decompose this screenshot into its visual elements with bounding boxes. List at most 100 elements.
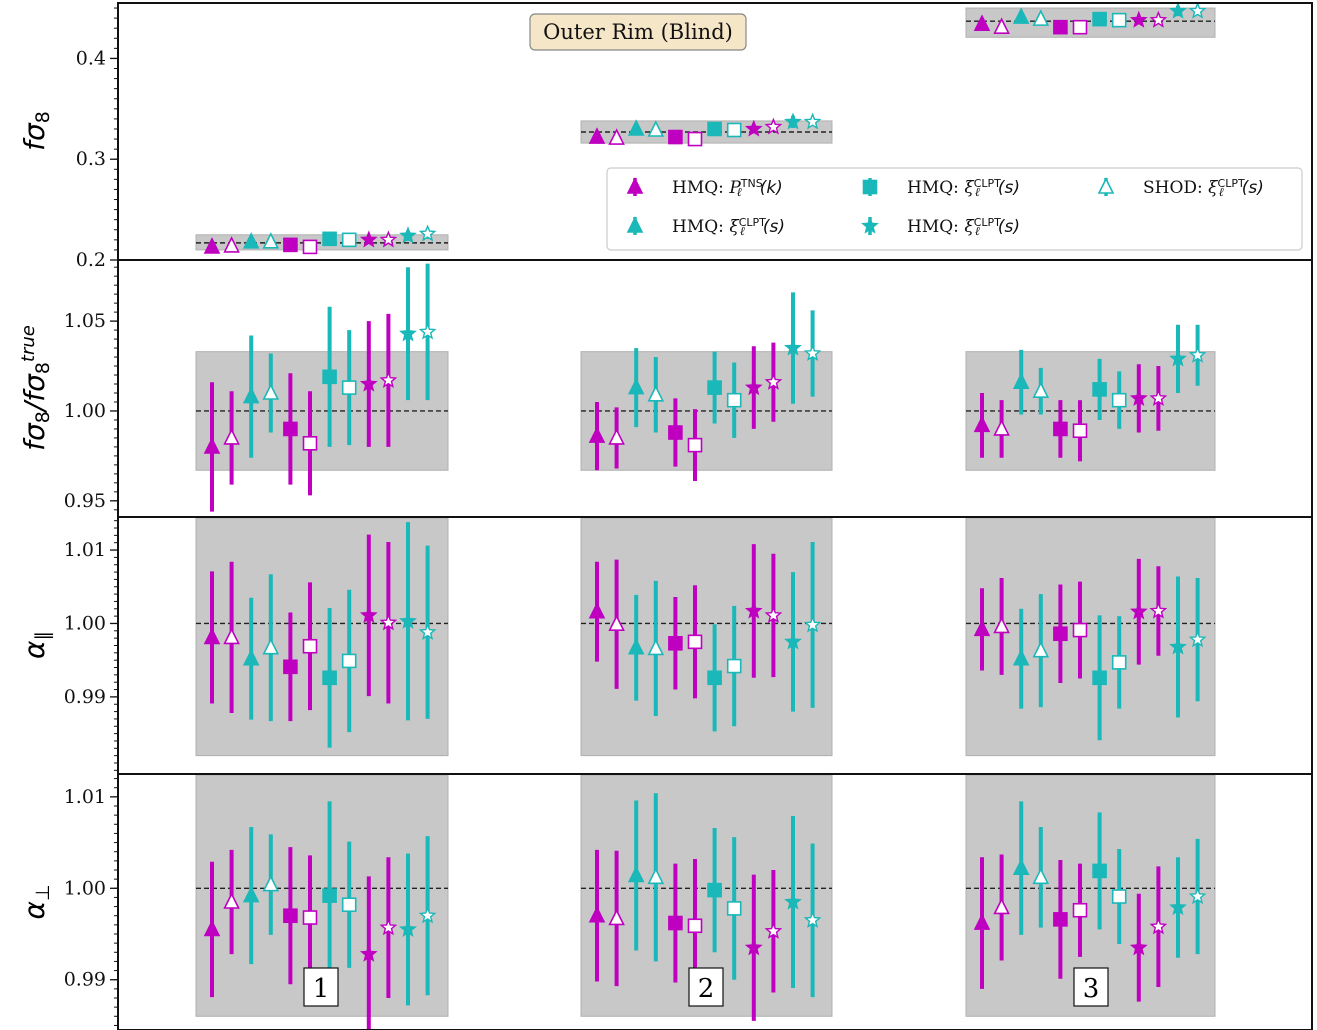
legend-frame <box>606 167 1303 251</box>
data-point <box>726 122 742 138</box>
data-point <box>242 648 260 666</box>
data-point <box>687 918 703 934</box>
data-point <box>803 112 822 130</box>
data-point <box>302 436 318 451</box>
bin-label-box <box>303 967 339 1007</box>
data-point <box>1072 902 1088 918</box>
data-point <box>1032 9 1050 26</box>
panel-3: 0.99 1.00 1.01 <box>64 516 1313 775</box>
legend-marker <box>861 216 879 234</box>
data-point <box>399 226 417 244</box>
legend-label-part: ξ <box>964 178 975 198</box>
data-point <box>262 383 280 400</box>
legend-label-part: ℓ <box>1219 185 1224 199</box>
y-axis-label-part: true <box>18 325 39 362</box>
data-point <box>784 112 802 130</box>
data-point <box>627 377 645 395</box>
legend-label-part: CLPT <box>974 177 1001 190</box>
data-point <box>223 627 240 645</box>
legend-marker <box>1097 177 1115 194</box>
data-point <box>1072 19 1088 35</box>
data-point <box>1092 382 1107 397</box>
bin-label-box <box>1073 967 1109 1007</box>
data-point <box>1032 381 1050 398</box>
data-point <box>784 632 802 650</box>
data-point <box>341 232 357 248</box>
legend-label-part: HMQ: <box>672 217 729 237</box>
data-point <box>322 231 337 247</box>
data-point <box>242 386 260 404</box>
data-point <box>379 370 398 389</box>
data-point <box>608 614 625 632</box>
data-point <box>627 865 645 883</box>
tick-label: 0.3 <box>76 148 106 170</box>
data-point <box>973 14 991 31</box>
y-axis-label-part: 8 <box>32 362 54 374</box>
data-point <box>302 638 318 654</box>
data-point <box>668 915 683 931</box>
legend-label-part: ξ <box>729 217 740 237</box>
data-point <box>1032 867 1050 885</box>
data-point <box>203 627 221 645</box>
y-axis-label-part: /fσ <box>18 373 51 414</box>
y-axis-label-part: ⊥ <box>32 884 54 901</box>
bin-label: 1 <box>313 974 330 1004</box>
y-axis-label-part: α <box>18 640 51 659</box>
data-point <box>1032 640 1050 658</box>
data-point <box>418 906 437 924</box>
y-axis-label: α⊥ <box>18 884 54 919</box>
data-point <box>1072 622 1088 638</box>
data-point <box>726 392 742 408</box>
data-point <box>379 613 398 631</box>
data-point <box>341 897 357 913</box>
y-axis: 0.95 1.00 1.05 <box>64 266 118 512</box>
data-point <box>1188 887 1207 905</box>
data-point <box>1129 938 1148 956</box>
data-point <box>1072 423 1088 439</box>
data-point <box>262 637 280 655</box>
data-point <box>687 131 703 147</box>
data-point <box>1129 388 1148 407</box>
data-point <box>744 601 763 619</box>
data-point <box>647 638 665 656</box>
data-point <box>784 892 802 910</box>
data-point <box>359 230 378 248</box>
bin-label: 3 <box>1083 974 1100 1004</box>
legend-label-part: CLPT <box>739 216 766 229</box>
tick-label: 1.01 <box>64 786 106 808</box>
data-point <box>973 619 991 637</box>
legend-label: HMQ: ξCLPT ℓ (s) <box>672 216 785 238</box>
data-point <box>588 905 606 923</box>
data-point <box>803 344 822 362</box>
data-point <box>707 882 722 898</box>
data-point <box>1053 626 1068 642</box>
data-point <box>203 437 221 454</box>
data-point <box>283 421 298 437</box>
data-point <box>1188 345 1207 363</box>
y-axis-label-part: fσ <box>18 422 51 451</box>
bin-label: 2 <box>698 974 715 1004</box>
data-point <box>1111 655 1127 670</box>
legend: HMQ: PTNS ℓ (k) HMQ: ξCLPT ℓ (s) SHOD: ξCLPT ℓ(… <box>606 167 1303 251</box>
data-point <box>744 938 763 956</box>
tick-label: 1.00 <box>64 400 106 422</box>
data-point <box>627 119 645 136</box>
legend-label-part: HMQ: <box>672 178 729 198</box>
tick-label: 0.2 <box>76 249 106 271</box>
data-point <box>399 611 417 629</box>
data-point <box>608 428 625 445</box>
data-point <box>283 659 298 675</box>
legend-label-part: ℓ <box>975 185 980 199</box>
legend-label-part: CLPT <box>1218 177 1245 190</box>
tick-label: 1.00 <box>64 612 106 634</box>
data-point <box>1129 10 1148 28</box>
data-point <box>588 601 606 619</box>
data-point <box>302 910 318 925</box>
data-point <box>223 428 240 445</box>
data-point <box>322 369 337 385</box>
data-point <box>1092 11 1107 27</box>
tick-label: 0.99 <box>64 969 106 991</box>
data-point <box>744 378 763 396</box>
legend-label-part: (s) <box>763 217 785 237</box>
data-point <box>1169 1 1187 19</box>
